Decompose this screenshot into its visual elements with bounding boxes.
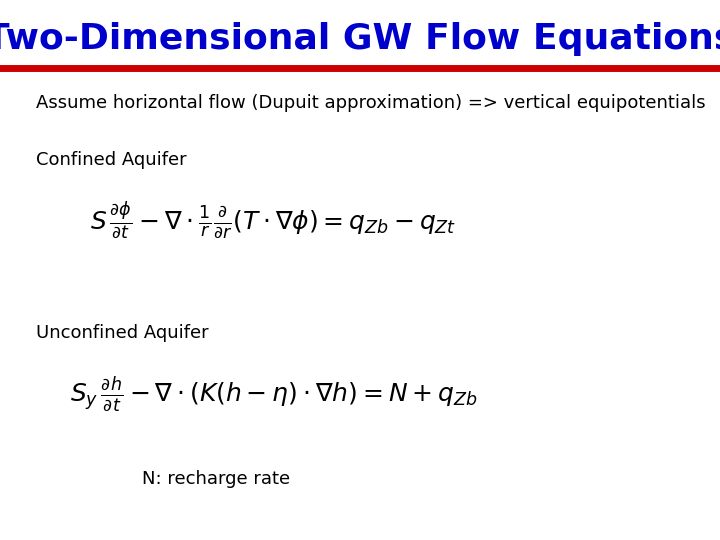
Text: $S\,\frac{\partial \phi}{\partial t} - \nabla \cdot \frac{1}{r}\frac{\partial}{\: $S\,\frac{\partial \phi}{\partial t} - \… <box>91 200 456 242</box>
Text: Two-Dimensional GW Flow Equations: Two-Dimensional GW Flow Equations <box>0 22 720 56</box>
Text: Confined Aquifer: Confined Aquifer <box>36 151 186 169</box>
Text: Unconfined Aquifer: Unconfined Aquifer <box>36 324 209 342</box>
Text: Assume horizontal flow (Dupuit approximation) => vertical equipotentials: Assume horizontal flow (Dupuit approxima… <box>36 94 706 112</box>
Text: N: recharge rate: N: recharge rate <box>142 470 290 488</box>
Text: $S_y\,\frac{\partial h}{\partial t} - \nabla \cdot \left(K\left(h-\eta\right) \c: $S_y\,\frac{\partial h}{\partial t} - \n… <box>70 375 477 414</box>
